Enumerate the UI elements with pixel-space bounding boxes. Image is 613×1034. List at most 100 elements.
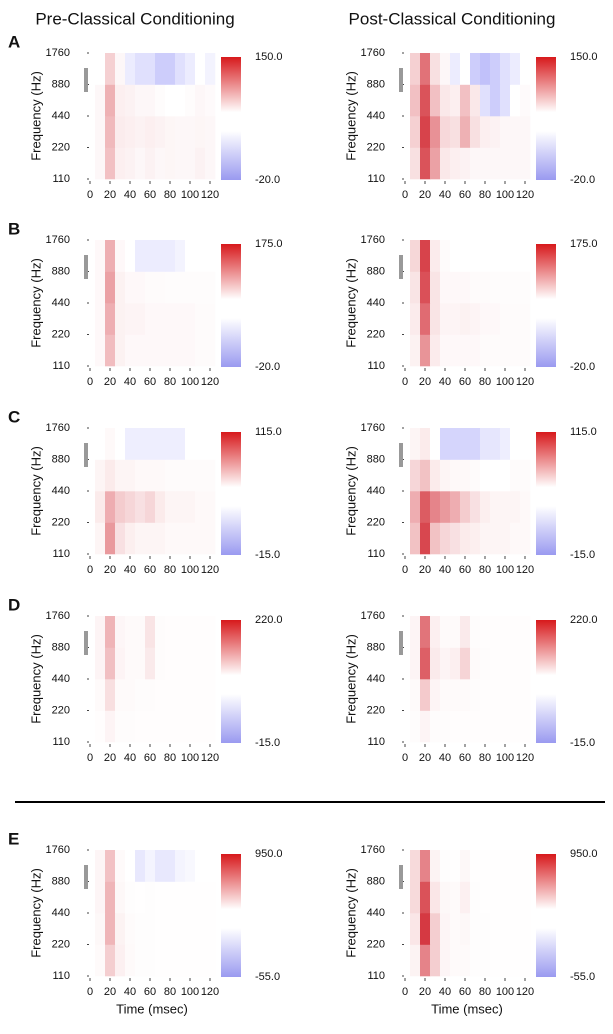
heatmap-cell (420, 710, 431, 743)
x-tick-label: 100 (496, 376, 514, 388)
heatmap-cell (155, 240, 166, 272)
x-tick-label: 0 (87, 376, 93, 388)
heatmap-cell (165, 850, 176, 882)
colorbar (221, 854, 241, 977)
heatmap-cell (205, 710, 216, 743)
heatmap-cell (480, 84, 491, 117)
y-tick-label: 220 (52, 704, 70, 716)
heatmap-cell (450, 710, 461, 743)
heatmap-cell (510, 616, 521, 648)
heatmap-cell (480, 428, 491, 460)
cs-marker (84, 68, 88, 92)
heatmap-cell (520, 616, 531, 648)
x-tick-label: 20 (419, 564, 431, 576)
heatmap-cell (95, 459, 106, 492)
heatmap-cell (105, 147, 116, 180)
heatmap-cell (95, 116, 106, 148)
cs-marker (84, 443, 88, 467)
heatmap-cell (175, 147, 186, 180)
x-tick-label: 20 (419, 752, 431, 764)
heatmap-cell (145, 491, 156, 523)
heatmap-cell (420, 944, 431, 977)
heatmap-cell (450, 913, 461, 945)
heatmap-cell (145, 428, 156, 460)
heatmap-cell (420, 116, 431, 148)
y-tick-label: 880 (52, 875, 70, 887)
heatmap-cell (490, 428, 501, 460)
x-tick-label: 40 (124, 376, 136, 388)
heatmap-cell (155, 616, 166, 648)
colorbar-label: -20.0 (255, 174, 280, 186)
x-tick-label: 120 (516, 564, 534, 576)
panel-label: D (8, 595, 20, 614)
heatmap-cell (420, 679, 431, 711)
heatmap-cell (470, 850, 481, 882)
heatmap-cell (480, 913, 491, 945)
heatmap-cell (145, 616, 156, 648)
heatmap-cell (165, 334, 176, 367)
heatmap-cell (205, 428, 216, 460)
y-tick-label: 440 (52, 297, 70, 309)
heatmap-cell (440, 147, 451, 180)
heatmap-cell (420, 53, 431, 85)
heatmap-cell (410, 271, 421, 304)
heatmap-cell (460, 881, 471, 914)
heatmap-cell (490, 679, 501, 711)
heatmap-cell (510, 334, 521, 367)
colorbar-label: 220.0 (570, 614, 598, 626)
heatmap-cell (470, 944, 481, 977)
y-tick-label: 880 (52, 453, 70, 465)
heatmap-cell (185, 303, 196, 335)
heatmap-cell (510, 913, 521, 945)
y-tick-label: 880 (367, 78, 385, 90)
heatmap-cell (480, 147, 491, 180)
heatmap-cell (510, 240, 521, 272)
heatmap-cell (195, 616, 206, 648)
column-title: Post-Classical Conditioning (349, 9, 556, 28)
heatmap-cell (125, 522, 136, 555)
heatmap-cell (500, 616, 511, 648)
y-tick-label: 220 (367, 938, 385, 950)
y-tick-label: 440 (52, 485, 70, 497)
x-tick-label: 60 (459, 376, 471, 388)
heatmap-cell (145, 53, 156, 85)
heatmap-cell (195, 84, 206, 117)
x-tick-label: 80 (164, 752, 176, 764)
heatmap-cell (420, 616, 431, 648)
heatmap-cell (115, 679, 126, 711)
panel-label: C (8, 407, 20, 426)
x-tick-label: 120 (201, 376, 219, 388)
heatmap-cell (165, 710, 176, 743)
colorbar-label: -20.0 (255, 361, 280, 373)
heatmap-cell (195, 679, 206, 711)
y-tick-label: 1760 (46, 844, 70, 856)
heatmap-cell (470, 116, 481, 148)
heatmap-cell (460, 850, 471, 882)
y-tick-label: 440 (52, 110, 70, 122)
heatmap-cell (175, 53, 186, 85)
heatmap-cell (480, 944, 491, 977)
heatmap-cell (155, 84, 166, 117)
heatmap-cell (470, 459, 481, 492)
heatmap-cell (155, 881, 166, 914)
x-tick-label: 60 (144, 986, 156, 998)
heatmap-cell (135, 522, 146, 555)
heatmap-cell (440, 679, 451, 711)
x-tick-label: 20 (419, 376, 431, 388)
heatmap-cell (450, 303, 461, 335)
heatmap-cell (145, 271, 156, 304)
heatmap-cell (500, 459, 511, 492)
heatmap-cell (510, 850, 521, 882)
x-tick-label: 80 (479, 752, 491, 764)
heatmap-cell (500, 522, 511, 555)
heatmap-cell (510, 116, 521, 148)
heatmap-cell (185, 881, 196, 914)
heatmap-cell (410, 881, 421, 914)
x-tick-label: 100 (496, 752, 514, 764)
heatmap-cell (430, 679, 441, 711)
heatmap-cell (175, 303, 186, 335)
heatmap-cell (155, 850, 166, 882)
heatmap-cell (470, 53, 481, 85)
heatmap-cell (510, 428, 521, 460)
heatmap-cell (95, 491, 106, 523)
